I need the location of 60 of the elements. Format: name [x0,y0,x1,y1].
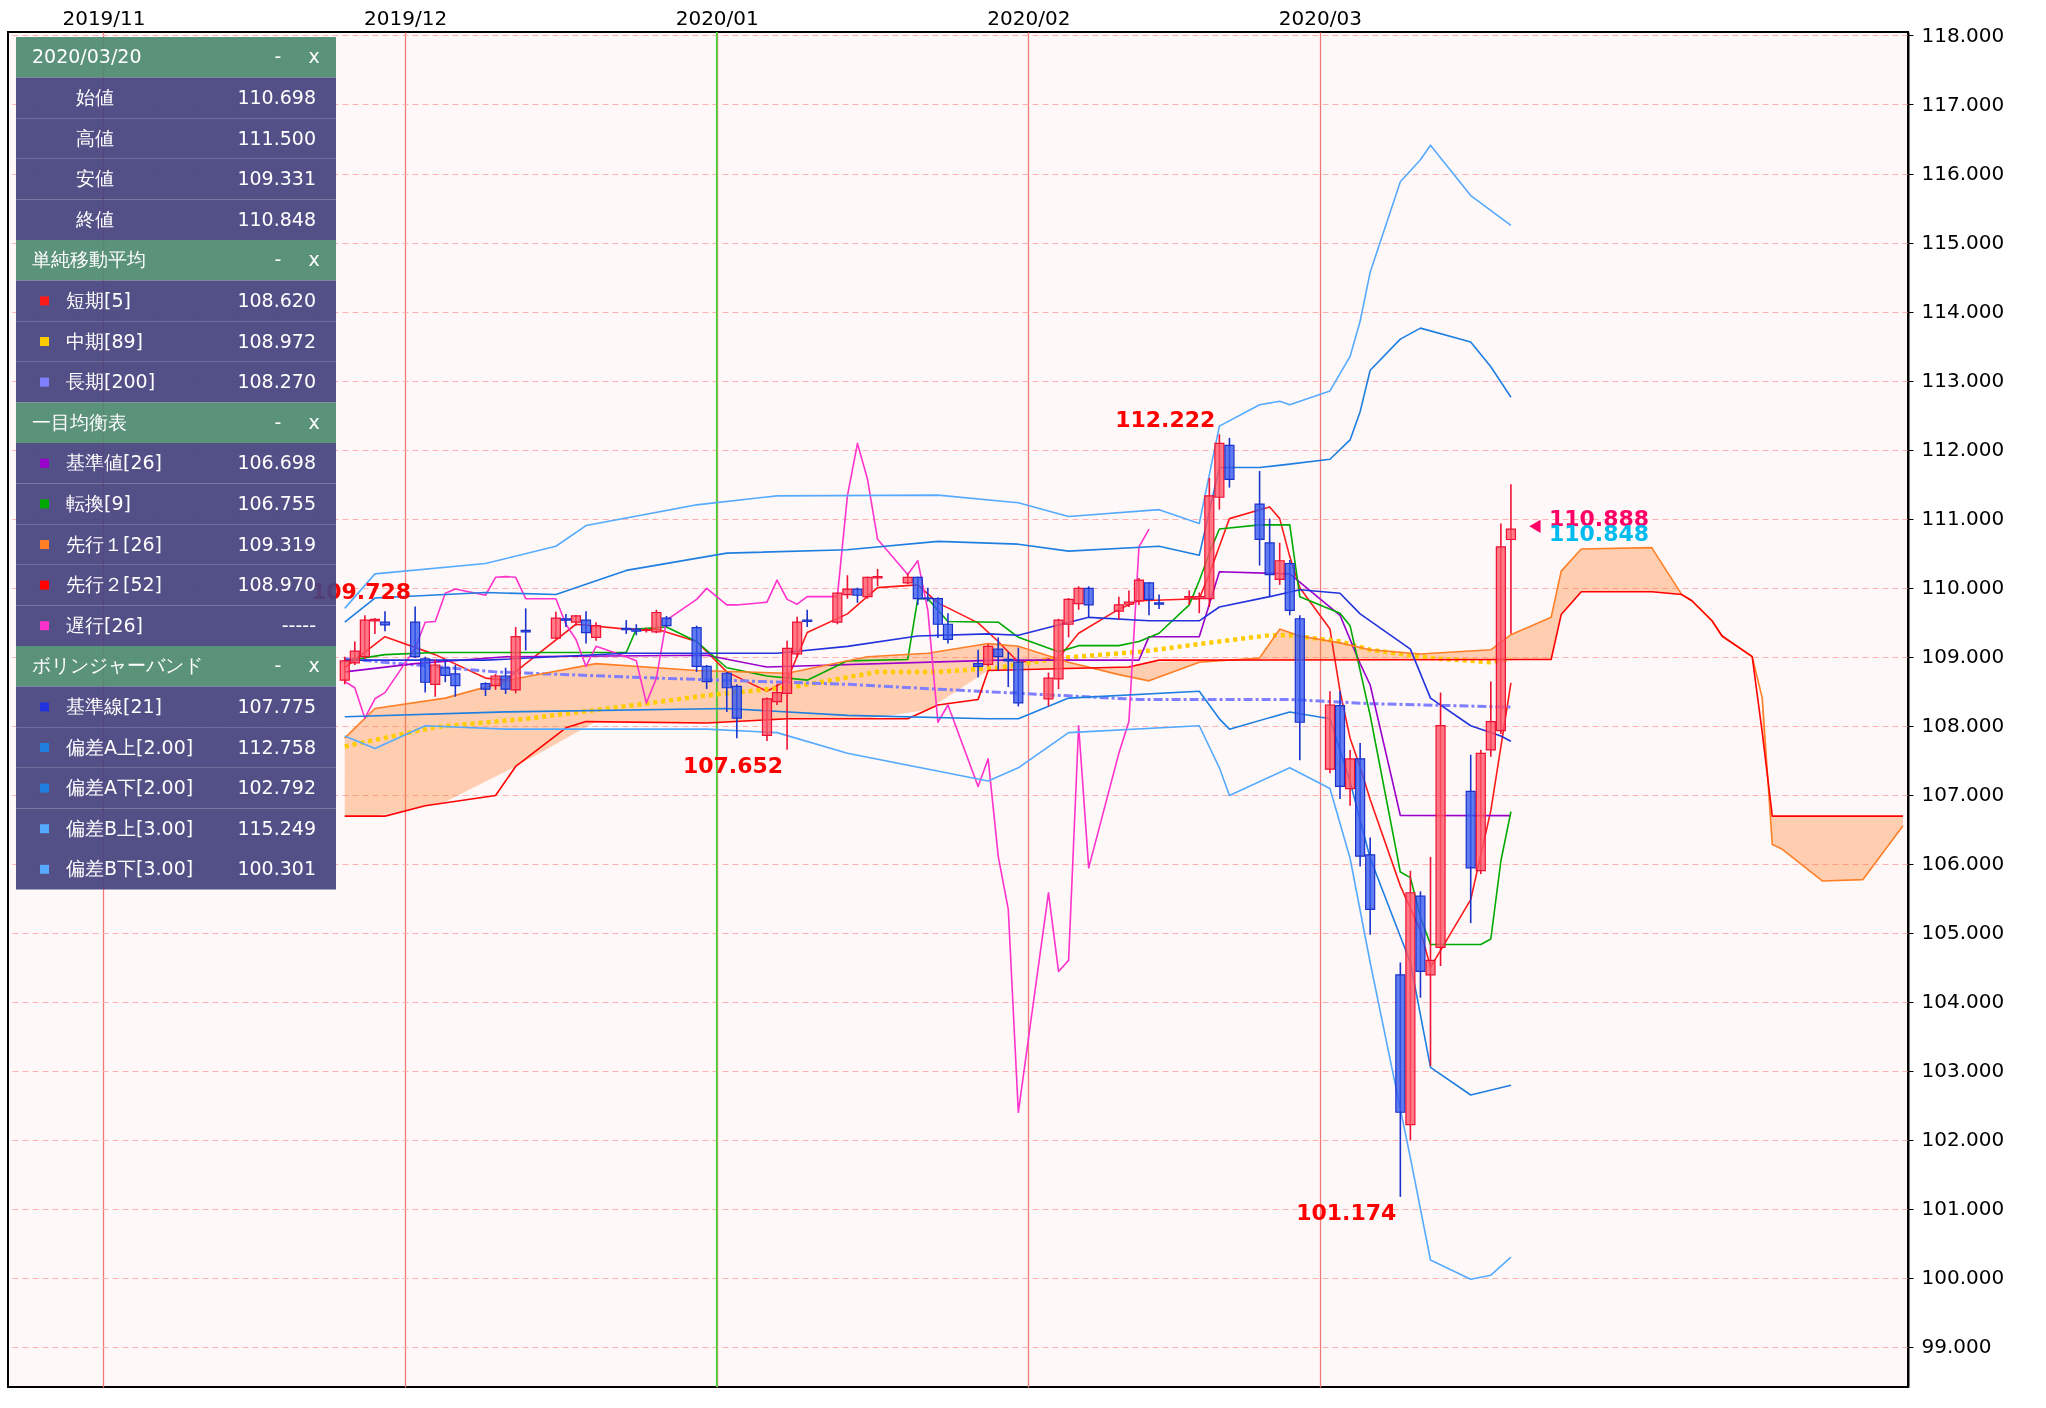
legend-label: 遅行[26] [66,613,144,636]
legend-label: 基準値[26] [66,451,163,474]
text: 終値 110.848 [76,207,316,230]
legend-label: 偏差B上[3.00] [66,816,194,839]
annotation: 100.301 [237,857,316,880]
annotation: 106.755 [237,491,316,514]
y-tick-label: 108.000 [1921,713,2005,738]
text: 単純移動平均 - x [32,248,320,271]
text: ボリンジャーバンド - x [32,654,320,677]
legend-label: 転換[9] [66,491,131,514]
annotation: 112.758 [237,735,316,758]
annotation: 108.972 [237,329,316,352]
annotation: 108.270 [237,370,316,393]
legend-label: 偏差A下[2.00] [66,776,194,799]
legend-label: 偏差A上[2.00] [66,735,194,758]
annotation: 109.319 [237,532,316,555]
legend-label: 中期[89] [66,329,144,352]
legend-label: 先行２[52] [66,573,163,596]
annotation: 106.698 [237,451,316,474]
x-tick-label: 2019/12 [364,5,448,30]
y-tick-label: 103.000 [1921,1058,2005,1083]
annotation: 115.249 [237,816,316,839]
x-tick-label: 2020/03 [1278,5,1362,30]
legend-label: 長期[200] [66,370,156,393]
y-tick-label: 110.000 [1921,575,2005,600]
text: 高値 111.500 [76,126,316,149]
text: 始値 110.698 [76,85,316,108]
annotation: 102.792 [237,776,316,799]
y-tick-label: 117.000 [1921,91,2005,116]
y-tick-label: 112.000 [1921,437,2005,462]
y-tick-label: 106.000 [1921,851,2005,876]
text: 安値 109.331 [76,167,316,190]
annotation: 101.174 [1296,1199,1397,1225]
annotation: 112.222 [1115,407,1216,433]
y-tick-label: 101.000 [1921,1196,2005,1221]
y-tick-label: 109.000 [1921,644,2005,669]
y-tick-label: 116.000 [1921,161,2005,186]
y-tick-label: 113.000 [1921,368,2005,393]
y-tick-label: 100.000 [1921,1265,2005,1290]
x-tick-label: 2020/01 [675,5,759,30]
legend-label: 基準線[21] [66,694,163,717]
annotation: 107.775 [237,694,316,717]
text: 2020/03/20 - x [32,45,320,68]
x-tick-label: 2020/02 [987,5,1071,30]
y-tick-label: 114.000 [1921,299,2005,324]
legend-label: 短期[5] [66,288,131,311]
y-tick-label: 99.000 [1921,1334,1992,1359]
annotation: ----- [281,613,316,636]
text: 一目均衡表 - x [32,410,320,433]
legend-label: 偏差B下[3.00] [66,857,194,880]
y-tick-label: 105.000 [1921,920,2005,945]
y-tick-label: 107.000 [1921,782,2005,807]
y-tick-label: 115.000 [1921,230,2005,255]
y-tick-label: 104.000 [1921,989,2005,1014]
y-tick-label: 111.000 [1921,506,2005,531]
x-tick-label: 2019/11 [62,5,146,30]
y-tick-label: 102.000 [1921,1127,2005,1152]
annotation: 108.620 [237,288,316,311]
y-tick-label: 118.000 [1921,22,2005,47]
legend-label: 先行１[26] [66,532,163,555]
